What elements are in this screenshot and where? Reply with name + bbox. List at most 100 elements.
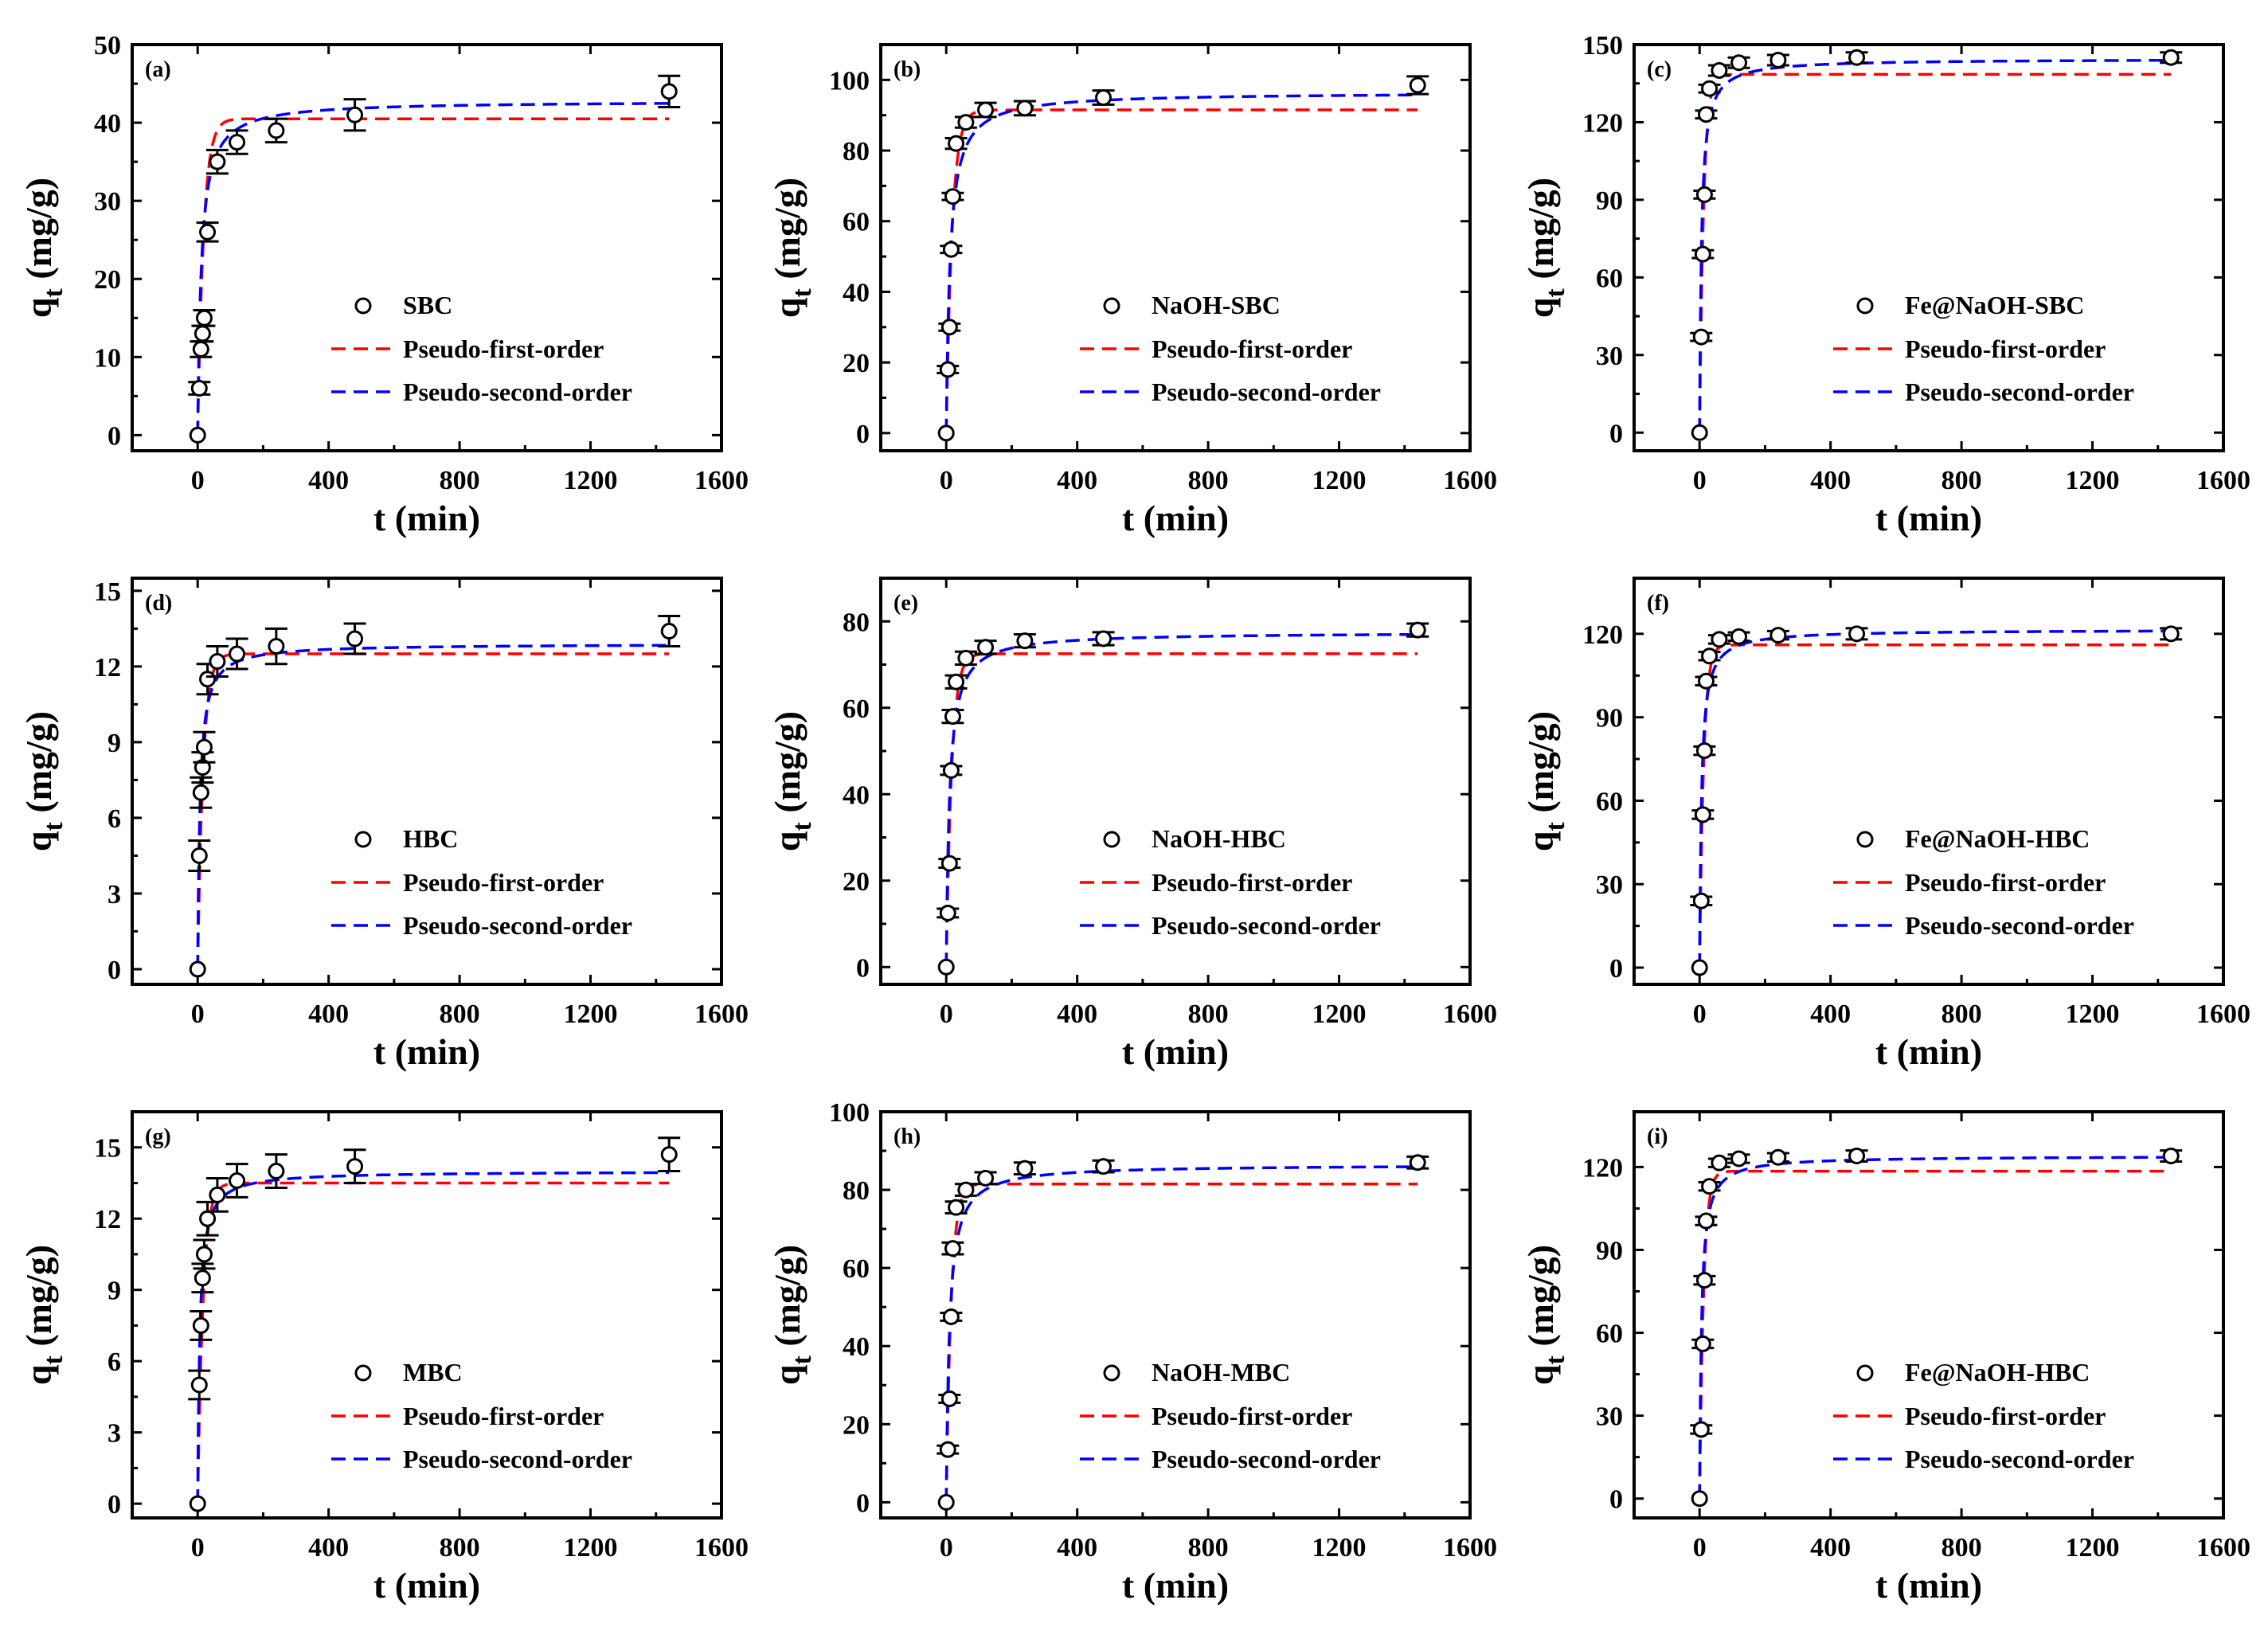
- data-point: [1692, 1421, 1710, 1438]
- data-point: [660, 83, 678, 100]
- data-point: [1695, 186, 1713, 203]
- data-point: [944, 708, 961, 726]
- data-point: [1692, 328, 1710, 346]
- x-tick-label: 800: [1941, 466, 1982, 495]
- x-tick-label: 1200: [2066, 466, 2120, 495]
- y-tick-label: 6: [108, 804, 121, 834]
- legend-series-name: SBC: [403, 291, 452, 319]
- y-tick-label: 3: [108, 880, 121, 909]
- data-point: [229, 134, 246, 151]
- legend-marker-data: [1856, 1364, 1874, 1382]
- y-axis-title: qt (mg/g): [18, 178, 68, 318]
- data-point: [192, 1316, 209, 1334]
- x-tick-label: 0: [1693, 466, 1707, 495]
- x-tick-label: 800: [440, 999, 480, 1029]
- data-point: [190, 847, 208, 864]
- x-tick-label: 1600: [694, 466, 749, 495]
- y-tick-label: 0: [856, 420, 870, 449]
- y-axis-q: q: [767, 1364, 807, 1385]
- y-tick-label: 90: [1596, 704, 1623, 733]
- panel-e: 0 400 800 1200 1600 0 20 40 60 80 t (min) qt (mg/g)…: [767, 577, 1497, 1072]
- y-tick-label: 120: [1582, 1153, 1623, 1183]
- legend-pso-label: Pseudo-second-order: [403, 911, 632, 940]
- y-tick-label: 9: [108, 729, 121, 758]
- y-axis-q: q: [18, 831, 59, 851]
- y-axis-title: qt (mg/g): [767, 1245, 817, 1385]
- x-axis-title: t (min): [1122, 1565, 1229, 1606]
- data-point: [1694, 806, 1711, 823]
- y-tick-label: 0: [108, 1490, 121, 1520]
- x-tick-label: 1600: [694, 999, 749, 1029]
- legend-series-name: MBC: [403, 1358, 463, 1387]
- data-point: [268, 638, 285, 655]
- data-point: [209, 153, 226, 170]
- x-tick-label: 0: [940, 466, 953, 495]
- x-tick-label: 800: [440, 466, 480, 495]
- x-tick-label: 400: [1810, 999, 1851, 1029]
- panel-label: (g): [145, 1124, 171, 1149]
- data-point: [1692, 892, 1710, 909]
- x-axis-title: t (min): [373, 1031, 480, 1072]
- panel-c: 0 400 800 1200 1600 0 30 60 90 120 150 t (min) qt (m…: [1520, 31, 2250, 538]
- legend-pfo-label: Pseudo-first-order: [1905, 334, 2106, 363]
- data-point: [1691, 424, 1708, 441]
- y-axis-title: qt (mg/g): [18, 711, 68, 851]
- y-tick-label: 60: [1596, 1320, 1623, 1349]
- x-tick-label: 400: [1057, 466, 1097, 495]
- x-tick-label: 1600: [1443, 999, 1497, 1029]
- data-point: [1409, 621, 1426, 639]
- x-axis-title: t (min): [1122, 498, 1229, 538]
- pseudo-first-order-curve: [1698, 1169, 2172, 1499]
- data-point: [1697, 106, 1715, 123]
- data-point: [1694, 1335, 1711, 1352]
- pseudo-second-order-curve: [944, 1165, 1418, 1503]
- legend-pfo-label: Pseudo-first-order: [1152, 334, 1352, 363]
- y-axis-unit: (mg/g): [18, 178, 59, 288]
- data-point: [1730, 54, 1748, 72]
- data-point: [939, 1441, 956, 1458]
- data-point: [1697, 1212, 1715, 1230]
- y-tick-label: 60: [843, 694, 870, 724]
- data-point: [942, 761, 960, 779]
- x-tick-label: 400: [308, 999, 349, 1029]
- pseudo-second-order-curve: [196, 102, 670, 436]
- y-axis-title: qt (mg/g): [1520, 1245, 1570, 1385]
- data-point: [194, 1269, 211, 1287]
- y-tick-label: 12: [94, 653, 121, 683]
- plot-frame: [131, 43, 723, 452]
- legend-marker-data: [1103, 1364, 1120, 1382]
- plot-frame: [131, 577, 723, 986]
- panel-a: 0 400 800 1200 1600 0 10 20 30 40 50 t (min) qt (mg/…: [18, 31, 749, 538]
- y-axis-unit: (mg/g): [767, 178, 807, 288]
- y-axis-q: q: [767, 831, 807, 851]
- data-point: [1711, 631, 1728, 648]
- panel-label: (a): [145, 57, 171, 82]
- x-tick-label: 400: [1057, 1533, 1097, 1563]
- pseudo-first-order-curve: [1698, 643, 2172, 968]
- y-axis-title: qt (mg/g): [1520, 711, 1570, 851]
- y-tick-label: 0: [1609, 419, 1623, 448]
- data-point: [977, 101, 995, 119]
- legend-marker-data: [354, 1364, 372, 1382]
- y-tick-label: 3: [108, 1419, 121, 1449]
- data-point: [1095, 1158, 1112, 1175]
- x-axis-title: t (min): [373, 1565, 480, 1606]
- x-tick-label: 0: [191, 999, 205, 1029]
- data-point: [1409, 76, 1426, 94]
- data-point: [1691, 1490, 1708, 1508]
- data-point: [195, 1246, 213, 1263]
- x-tick-label: 800: [1188, 999, 1229, 1029]
- legend-marker-data: [1103, 297, 1120, 315]
- data-point: [229, 1171, 246, 1189]
- data-point: [195, 309, 213, 327]
- data-point: [1701, 647, 1719, 665]
- x-tick-label: 1600: [694, 1533, 749, 1563]
- x-tick-label: 1200: [2066, 999, 2120, 1029]
- data-point: [1730, 628, 1748, 645]
- legend-pfo-label: Pseudo-first-order: [1152, 868, 1352, 897]
- x-tick-label: 1200: [1312, 466, 1367, 495]
- data-point: [229, 645, 246, 663]
- y-axis-sub: t: [788, 821, 817, 831]
